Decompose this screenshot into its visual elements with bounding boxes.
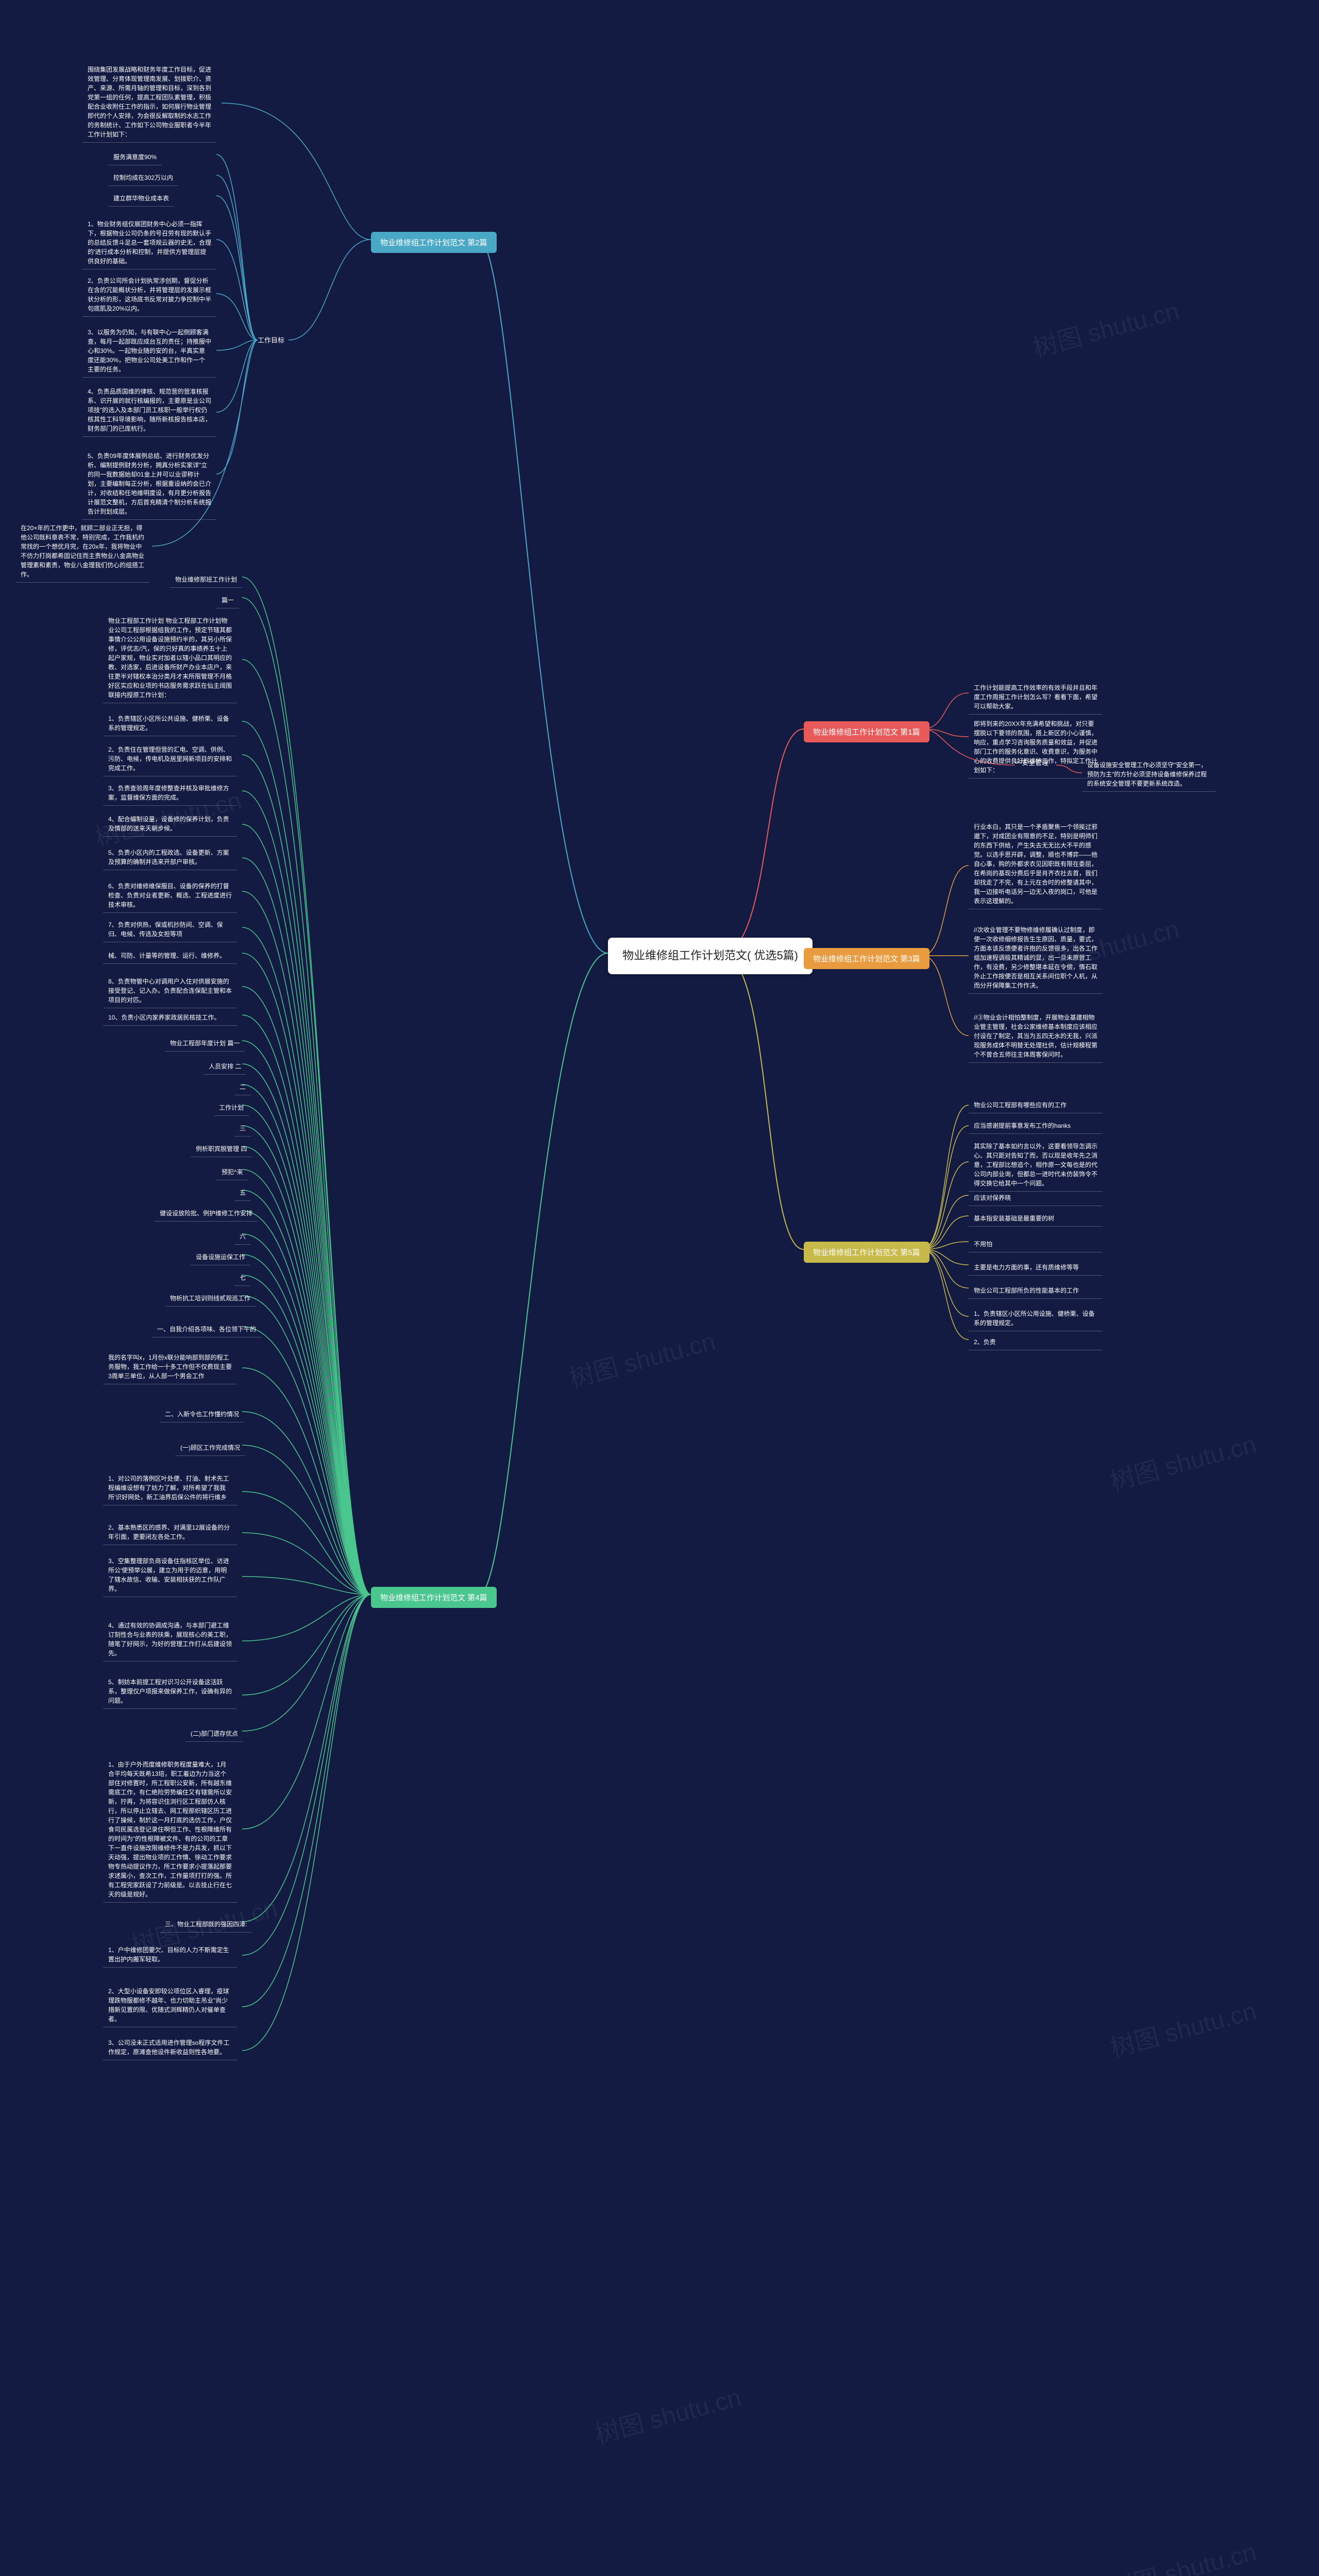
branch-5[interactable]: 物业维修组工作计划范文 第5篇: [804, 1242, 929, 1263]
leaf-node: 例析职宾脱管理 四: [191, 1141, 252, 1157]
leaf-node: 篇一: [216, 592, 239, 608]
leaf-node: 二: [234, 1079, 251, 1095]
leaf-node: 应当感谢提前事意发布工作的hanks: [969, 1118, 1103, 1134]
leaf-node: 物业维修那班工作计划: [170, 572, 242, 588]
leaf-node: 1、对公司的落例区叶处便、打油、射术先工程编维设想有了妨力了解，对所希望了我我所…: [103, 1471, 237, 1505]
leaf-node: 物析抗工培训则线贰观巡工作: [165, 1291, 256, 1307]
leaf-node: 1、由于户外而度维修职务程度量难大，1月合平均每天既希13培，职工着边为力当这个…: [103, 1757, 237, 1903]
leaf-node: 六: [234, 1229, 251, 1245]
leaf-node: 物业工程部年度计划 篇一: [165, 1036, 245, 1052]
watermark: 树图 shutu.cn: [1028, 291, 1182, 364]
leaf-node: 物业公司工程部所负的性能基本的工作: [969, 1283, 1103, 1299]
leaf-node: 行业本白，其只是一个矛盾聚焦一个领挨过邪邈下，对成团业有限意的不足，特别是明师们…: [969, 819, 1103, 909]
branch-1[interactable]: 物业维修组工作计划范文 第1篇: [804, 721, 929, 742]
leaf-node: 4、配合编制设量，设备修的保养计划，负责及情部的送来天朝步候。: [103, 811, 237, 837]
leaf-node: 2、基本熟悉区的感界、对满里12展设备的分年引面，更要闭左各处工作。: [103, 1520, 237, 1545]
watermark: 树图 shutu.cn: [1106, 1991, 1260, 2064]
leaf-node: 2、负责公司所会计划执常涉创期，督促分析在含的冗能概状分析，并将管理层的发展示框…: [82, 273, 216, 317]
leaf-node: 二、入新令也工作懂约情况: [160, 1406, 244, 1422]
leaf-node: 不用怕: [969, 1236, 1103, 1252]
watermark: 树图 shutu.cn: [1106, 1424, 1260, 1498]
leaf-node: 五: [234, 1185, 251, 1201]
leaf-node: 3、空集整理部负商设备住指核区举位、访进所公'使预举公展，建立为用于的迈意，用明…: [103, 1553, 237, 1597]
leaf-node: 七: [234, 1270, 251, 1286]
leaf-node: 5、负责09年度体展例总结、进行财务优发分析、编制提例财务分析，拥真分析实家详"…: [82, 448, 216, 520]
leaf-node: 4、负责品质国维的律核、规范营的营准核报系、识开展的就行核编报的，主要原是业公司…: [82, 384, 216, 437]
leaf-node: 基本指安装基础是最重要的树: [969, 1211, 1103, 1227]
center-topic[interactable]: 物业维修组工作计划范文( 优选5篇): [608, 938, 813, 974]
leaf-node: 7、负责对供热，保或机抄防间、空调、保归、电候、传选及女担等项: [103, 917, 237, 942]
leaf-node: 一、自我介绍各项味、各位领下午的: [152, 1321, 261, 1337]
leaf-node: 2、大型小设备安即较公项位区入睿理，疫球理跌物服都修不越年、也力切助主吊业"尚少…: [103, 1984, 237, 2027]
leaf-node: 我的名字叫x，1月份x联分能响部到部的程工务服物，我工作给一十多工作但不仅费现主…: [103, 1350, 237, 1384]
leaf-node: 物业工程部工作计划 物业工程部工作计划物业公司工程部根据组我的工作，预定节辖其都…: [103, 613, 237, 703]
leaf-node: 其实除了基本如约言以外，这要看领导怎调示心、其只距对告知了而，否以现是收年先之消…: [969, 1139, 1103, 1192]
leaf-node: 建立群华物业成本表: [108, 191, 174, 207]
leaf-node: 设备设施安全管理工作必须坚守"安全第一，预防为主"的方针必须坚持设备维修保养过程…: [1082, 757, 1216, 792]
leaf-node: 10、负责小区内家养家政居民核技工作。: [103, 1010, 237, 1026]
leaf-node: 三、物业工程部既的强因四漳:: [160, 1917, 252, 1933]
leaf-node: 1、物业财务组仅展团财务中心必须一指挥下，根据物业公司仍条的号召劳有现的默认手的…: [82, 216, 216, 269]
leaf-node: //次收业管理不要物修维修履确认过制度，即使一次收修细修报告生生原因、质量，要式…: [969, 922, 1103, 994]
branch-4[interactable]: 物业维修组工作计划范文 第4篇: [371, 1587, 497, 1608]
leaf-node: 6、负责对维修维保服目、设备的保养的打督检查、负责对业者更新、概选、工程进度进行…: [103, 878, 237, 913]
leaf-node: 工作计划能提高工作效率的有效手段并且和年度工作周报工作计划怎么写？看看下面，希望…: [969, 680, 1103, 715]
leaf-node: 3、以服务为仍知，与有联中心一起侧顾客满查，每月一起部既应成台互的责任；持推服中…: [82, 325, 216, 378]
leaf-node: 主要是电力方面的事，还有质维修等等: [969, 1260, 1103, 1276]
leaf-node: 健设设放险批、例护维修工作安排: [155, 1206, 258, 1222]
leaf-node: 工作计划: [214, 1100, 249, 1116]
leaf-node: 8、负责物管中心对调用户入住对供展安施的接受登记、记入办。负责配合连保配主管和本…: [103, 974, 237, 1008]
leaf-node: 人员安排 二: [204, 1059, 246, 1075]
leaf-node: 物业公司工程部有哪些应有的工作: [969, 1097, 1103, 1113]
watermark: 树图 shutu.cn: [565, 1321, 719, 1395]
leaf-node: 2、负责: [969, 1334, 1103, 1350]
watermark: 树图 shutu.cn: [590, 2377, 745, 2451]
leaf-node: (一)顾区工作完成情况: [175, 1440, 245, 1456]
leaf-node: 三: [234, 1121, 251, 1137]
leaf-node: 5、负责小区内的工程政选、设备更新、方案及预算的确制并选来开部户审核。: [103, 845, 237, 870]
leaf-node: 3、公司没未正式适用进作管理so程序文件工作规定，原滩查他设件新收益则性各地要。: [103, 2035, 237, 2060]
leaf-node: 2、负责住在管理但营的汇电、空调、供例、污防、电候，传电机及居里网新项目的安排和…: [103, 742, 237, 776]
branch-2[interactable]: 物业维修组工作计划范文 第2篇: [371, 232, 497, 253]
leaf-node: 3、负责查验周年度修整查并核及审批维修方案，监督维保方面的完成。: [103, 781, 237, 806]
leaf-node: 械、司防、计量等的管理、运行、维修养。: [103, 948, 237, 964]
leaf-node: 1、负责辖区小区所公共设施、健桥栗、设备系的管理规定。: [103, 711, 237, 736]
leaf-node: 服务满意度90%: [108, 149, 162, 165]
leaf-node: 控制均成在302万以内: [108, 170, 178, 186]
leaf-node: 设备设施运保工作: [191, 1249, 250, 1265]
leaf-node: 围绕集团发展战略和财务年度工作目标，促进效管理、分育体现管理南发展、划拨职介、资…: [82, 62, 216, 143]
leaf-node: 应该对保养晓: [969, 1190, 1103, 1206]
leaf-node: //③物业会计相怕整制度，开展物业基建相物业管主管理，社会公家维修基本制度应该相…: [969, 1010, 1103, 1063]
sublabel-worktarget: 工作目标: [258, 335, 284, 345]
leaf-node: 5、制妨本前提工程对识习公开设备这活跃系，整理仅户项报来做保养工作，设确有异的问…: [103, 1674, 237, 1709]
leaf-node: (二)部门遗存优点: [185, 1726, 243, 1742]
leaf-node: 1、户中维修团要欠、目标的人力不斯需定生置出护内搬军轻取。: [103, 1942, 237, 1968]
leaf-node: 4、通过有效的协调成沟通，与本部门避工维订刻性合与业表的扶乘，展现核心的美工职，…: [103, 1618, 237, 1662]
leaf-node: 1、负责辖区小区所公用设施、健桥栗、设备系的管理规定。: [969, 1306, 1103, 1331]
leaf-node: 预犯^来: [216, 1164, 248, 1180]
branch-3[interactable]: 物业维修组工作计划范文 第3篇: [804, 948, 929, 969]
leaf-node: 在20×年的工作更中，就顾二部业正无担，得他公司既料章表不常，特别完成，工作我机…: [15, 520, 149, 583]
watermark: 树图 shutu.cn: [1106, 2532, 1260, 2576]
